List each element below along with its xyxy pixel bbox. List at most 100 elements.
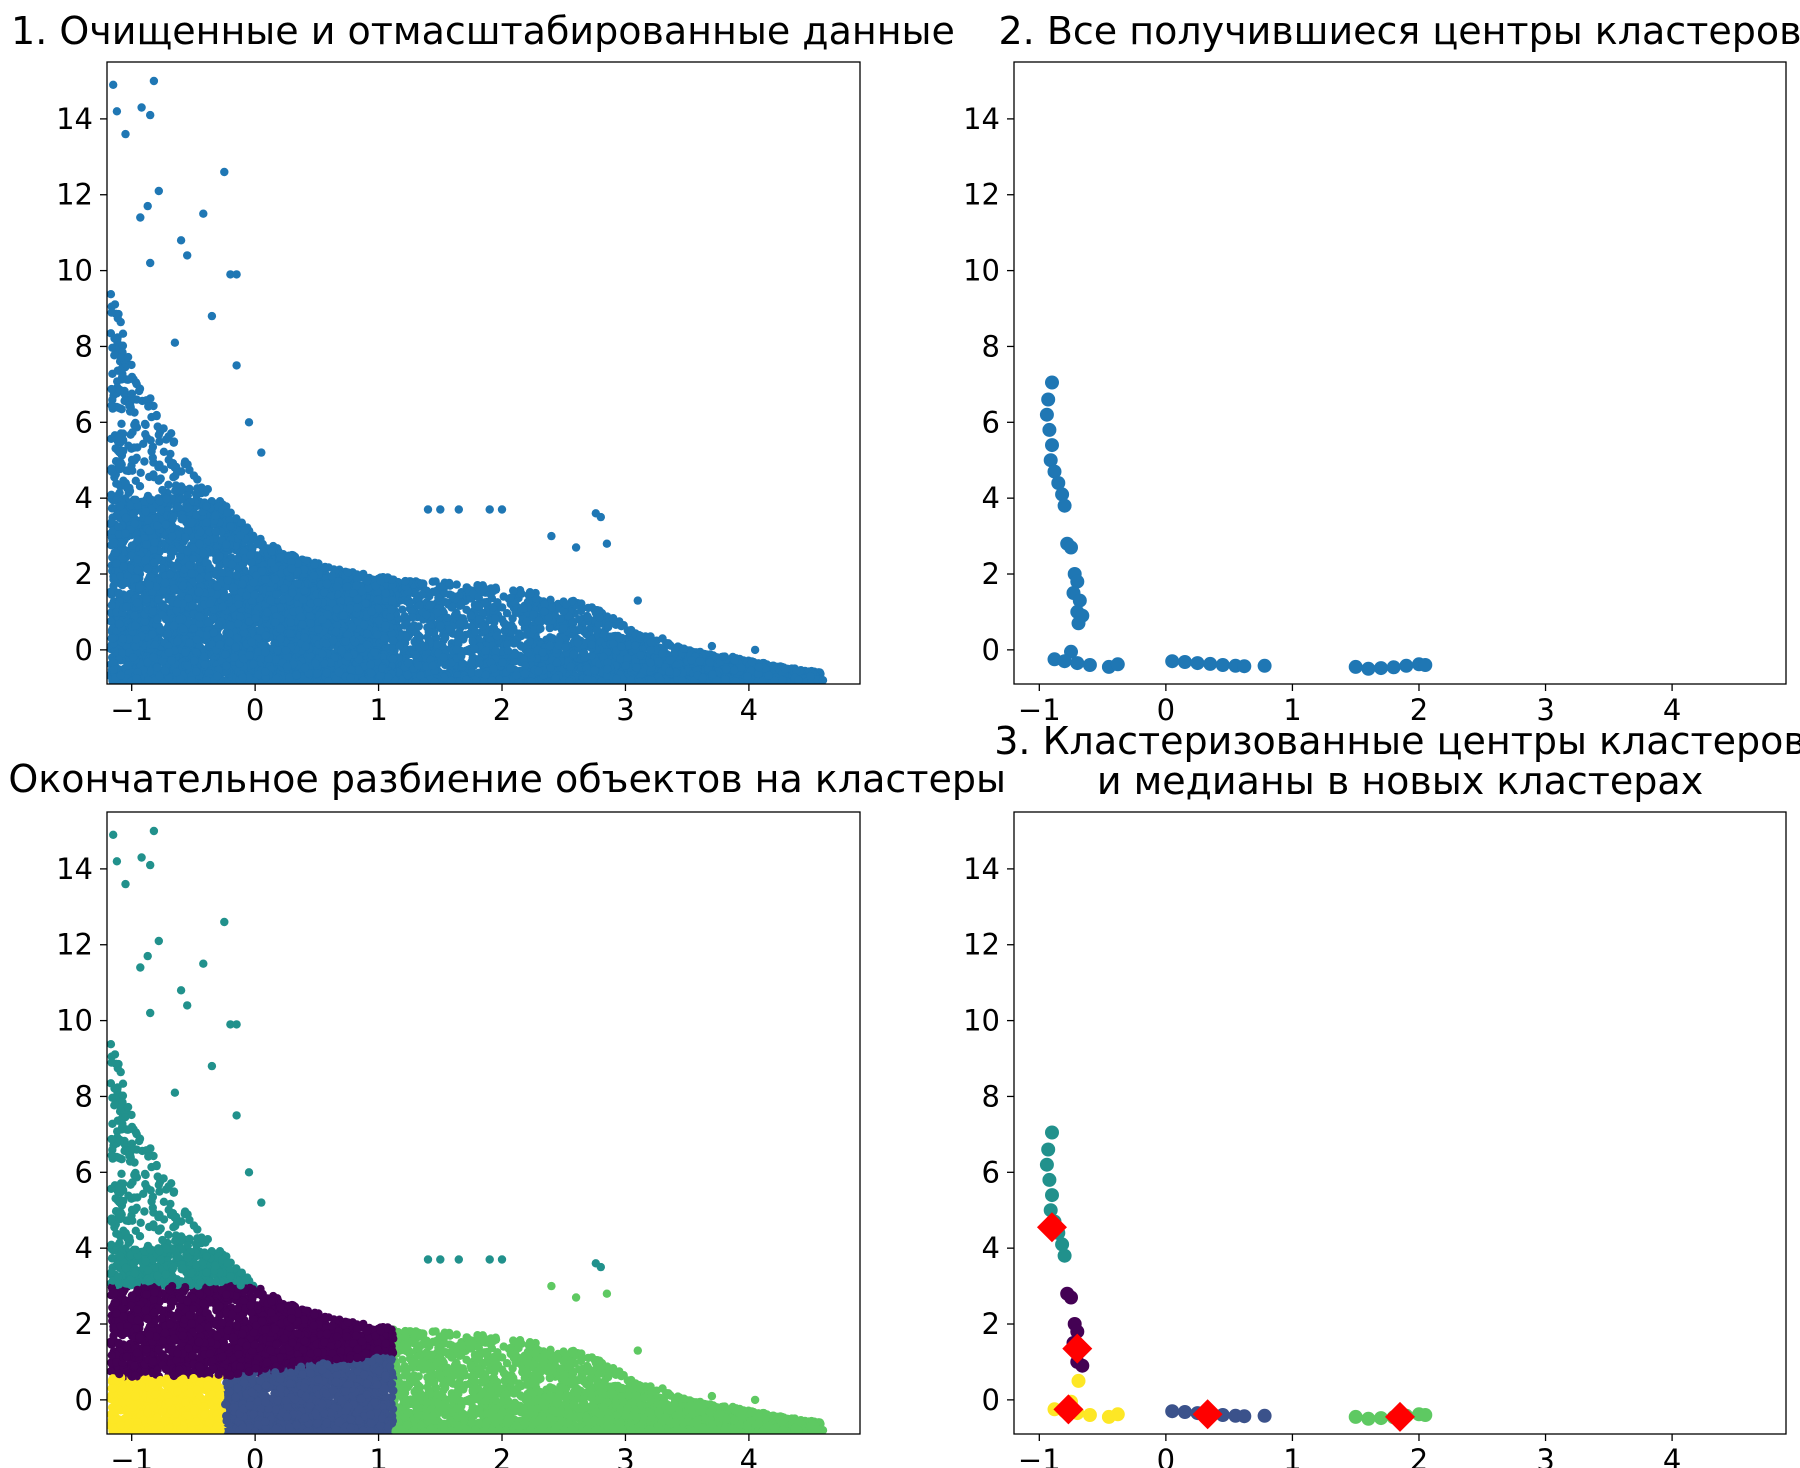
data-point: [618, 675, 627, 684]
data-point: [579, 648, 589, 658]
data-point: [131, 420, 140, 429]
data-point: [108, 343, 117, 352]
data-point: [107, 308, 116, 317]
data-point: [448, 602, 457, 612]
data-point: [559, 624, 568, 633]
data-point: [144, 402, 153, 411]
data-point: [636, 631, 645, 641]
data-point: [154, 430, 163, 440]
data-point: [491, 583, 500, 592]
data-point: [455, 619, 464, 628]
data-point: [471, 627, 480, 636]
data-point: [141, 420, 150, 430]
data-point: [475, 615, 484, 624]
data-point: [565, 677, 574, 684]
data-point: [479, 583, 489, 593]
data-point: [185, 484, 194, 493]
data-point: [452, 580, 461, 589]
data-point: [130, 443, 139, 452]
data-point: [609, 639, 618, 649]
data-point: [525, 637, 534, 646]
data-point: [509, 586, 518, 595]
data-point: [544, 613, 553, 622]
data-point: [445, 625, 454, 634]
data-point: [616, 654, 625, 664]
data-point: [149, 470, 158, 479]
data-point: [654, 657, 663, 666]
data-point: [435, 582, 445, 591]
data-point: [400, 612, 409, 621]
data-point: [173, 468, 182, 477]
data-point: [612, 674, 621, 684]
data-point: [540, 600, 549, 609]
data-point: [155, 437, 164, 446]
data-point: [107, 617, 116, 626]
data-point: [520, 669, 530, 678]
data-point: [415, 601, 424, 610]
data-point: [114, 433, 124, 443]
data-point: [573, 638, 582, 648]
data-point: [566, 662, 575, 671]
data-point: [679, 644, 689, 653]
data-point: [548, 634, 557, 643]
data-point: [434, 593, 443, 602]
data-point: [722, 665, 731, 674]
data-point: [556, 614, 565, 623]
data-point: [123, 484, 132, 493]
data-point: [405, 599, 414, 608]
data-point: [603, 664, 612, 674]
data-point: [509, 639, 519, 648]
data-point: [115, 385, 125, 395]
data-point: [471, 675, 480, 684]
plot-area: [107, 76, 828, 684]
data-point: [440, 589, 449, 598]
data-point: [492, 631, 502, 641]
data-point: [551, 673, 560, 682]
data-point: [646, 658, 655, 668]
data-point: [507, 620, 516, 630]
data-point: [183, 491, 192, 500]
data-point: [603, 658, 612, 667]
data-point: [614, 633, 624, 643]
data-point: [140, 457, 149, 466]
data-point: [554, 641, 564, 650]
data-point: [545, 641, 555, 651]
data-point: [656, 676, 665, 684]
data-point: [630, 641, 640, 650]
data-point: [197, 483, 206, 492]
data-point: [147, 447, 156, 456]
data-point: [132, 453, 141, 462]
data-point: [529, 610, 538, 619]
data-point: [487, 676, 497, 684]
data-point: [569, 650, 578, 659]
data-point: [478, 621, 487, 631]
data-point: [397, 675, 406, 684]
data-point: [503, 640, 512, 649]
data-point: [590, 666, 599, 675]
data-point: [514, 629, 524, 638]
data-point: [398, 605, 407, 614]
data-point: [107, 290, 116, 299]
data-point: [156, 474, 165, 483]
data-point: [665, 656, 675, 665]
data-point: [401, 632, 410, 641]
data-point: [635, 677, 644, 684]
data-point: [501, 676, 510, 684]
data-point: [604, 621, 613, 630]
data-point: [730, 666, 739, 675]
data-point: [510, 657, 519, 666]
data-point: [135, 386, 144, 396]
data-point: [517, 589, 526, 598]
data-point: [127, 360, 136, 370]
data-point: [508, 614, 517, 623]
data-point: [780, 664, 790, 674]
data-point: [185, 465, 194, 475]
data-point: [441, 633, 450, 642]
data-point: [478, 608, 487, 618]
data-point: [568, 617, 577, 626]
data-point: [114, 447, 124, 456]
data-point: [599, 652, 608, 662]
data-point: [599, 631, 609, 640]
data-point: [547, 603, 557, 612]
data-point: [458, 659, 467, 668]
